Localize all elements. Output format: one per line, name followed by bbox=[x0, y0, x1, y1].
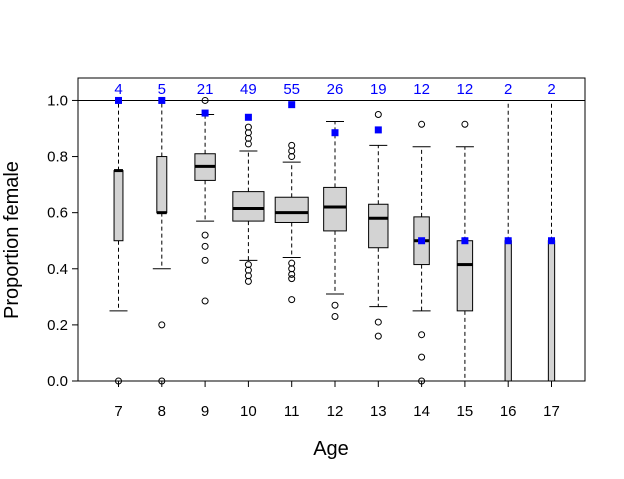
outlier-point bbox=[331, 312, 339, 320]
x-tick-label: 12 bbox=[327, 403, 344, 420]
observed-marker bbox=[504, 237, 512, 245]
sample-count-label: 5 bbox=[158, 81, 166, 98]
box-iqr bbox=[504, 240, 512, 382]
observed-marker bbox=[461, 237, 469, 245]
box-iqr bbox=[547, 240, 556, 382]
outlier-point bbox=[288, 275, 296, 283]
x-tick-label: 8 bbox=[158, 403, 166, 420]
sample-count-label: 55 bbox=[283, 81, 300, 98]
outlier-point bbox=[201, 96, 209, 104]
sample-count-label: 2 bbox=[504, 81, 512, 98]
outlier-point bbox=[418, 353, 426, 361]
sample-count-label: 2 bbox=[547, 81, 555, 98]
outlier-point bbox=[288, 296, 296, 304]
box-group-age-11 bbox=[274, 101, 309, 304]
box-iqr bbox=[156, 156, 168, 214]
y-tick-label: 0.2 bbox=[47, 317, 68, 334]
outlier-point bbox=[461, 120, 469, 128]
x-tick-label: 14 bbox=[413, 403, 430, 420]
x-tick-label: 10 bbox=[240, 403, 257, 420]
y-tick-label: 0.6 bbox=[47, 205, 68, 222]
outlier-point bbox=[201, 297, 209, 305]
x-tick-label: 9 bbox=[201, 403, 209, 420]
sample-count-label: 26 bbox=[327, 81, 344, 98]
outlier-point bbox=[244, 266, 252, 274]
box-group-age-7 bbox=[109, 96, 128, 385]
observed-marker bbox=[374, 126, 382, 134]
box-group-age-9 bbox=[194, 96, 216, 305]
box-iqr bbox=[113, 170, 124, 242]
y-tick-label: 1.0 bbox=[47, 92, 68, 109]
y-tick-label: 0.0 bbox=[47, 373, 68, 390]
box-iqr bbox=[232, 191, 265, 222]
y-tick-label: 0.8 bbox=[47, 149, 68, 166]
sample-count-label: 4 bbox=[114, 81, 122, 98]
box-iqr bbox=[456, 240, 474, 312]
x-tick-label: 17 bbox=[543, 403, 560, 420]
outlier-point bbox=[374, 110, 382, 118]
x-tick-label: 15 bbox=[457, 403, 474, 420]
box-group-age-14 bbox=[412, 120, 431, 385]
box-group-age-12 bbox=[323, 120, 347, 320]
outlier-point bbox=[288, 141, 296, 149]
box-group-age-8 bbox=[152, 96, 171, 385]
y-tick-label: 0.4 bbox=[47, 261, 68, 278]
outlier-point bbox=[244, 123, 252, 131]
outlier-point bbox=[331, 301, 339, 309]
sample-count-label: 12 bbox=[457, 81, 474, 98]
outlier-point bbox=[288, 265, 296, 273]
box-group-age-13 bbox=[368, 110, 389, 340]
outlier-point bbox=[244, 129, 252, 137]
outlier-point bbox=[288, 270, 296, 278]
outlier-point bbox=[418, 120, 426, 128]
sample-count-label: 49 bbox=[240, 81, 257, 98]
outlier-point bbox=[244, 134, 252, 142]
box-iqr bbox=[368, 203, 389, 249]
observed-marker bbox=[331, 129, 339, 137]
outlier-point bbox=[374, 318, 382, 326]
observed-marker bbox=[244, 113, 252, 121]
outlier-point bbox=[288, 153, 296, 161]
outlier-point bbox=[418, 331, 426, 339]
y-axis: 0.0 0.2 0.4 0.6 0.8 1.0 bbox=[47, 92, 78, 390]
outlier-point bbox=[201, 256, 209, 264]
outlier-point bbox=[244, 277, 252, 285]
box-iqr bbox=[274, 196, 309, 223]
x-axis-label: Age bbox=[313, 438, 349, 460]
outlier-point bbox=[244, 140, 252, 148]
outlier-point bbox=[158, 321, 166, 329]
observed-marker bbox=[288, 101, 296, 109]
plot-frame bbox=[77, 77, 586, 382]
outlier-point bbox=[201, 231, 209, 239]
box-iqr bbox=[323, 186, 347, 232]
box-group-age-15 bbox=[455, 120, 474, 382]
outlier-point bbox=[244, 261, 252, 269]
x-tick-label: 7 bbox=[114, 403, 122, 420]
outlier-point bbox=[201, 242, 209, 250]
y-axis-label: Proportion female bbox=[1, 161, 23, 319]
sample-counts: 4 5 21 49 55 26 19 12 12 2 2 bbox=[114, 81, 555, 98]
outlier-point bbox=[288, 259, 296, 267]
x-tick-label: 16 bbox=[500, 403, 517, 420]
outlier-point bbox=[288, 147, 296, 155]
observed-marker bbox=[201, 109, 209, 117]
outlier-point bbox=[244, 272, 252, 280]
x-axis: 7 8 9 10 11 12 13 14 15 16 17 bbox=[114, 381, 560, 420]
x-tick-label: 11 bbox=[284, 403, 300, 420]
box-group-age-16 bbox=[499, 99, 518, 382]
observed-marker bbox=[548, 237, 555, 245]
sample-count-label: 12 bbox=[413, 81, 430, 98]
observed-marker bbox=[115, 96, 122, 104]
x-tick-label: 13 bbox=[370, 403, 387, 420]
outlier-point bbox=[374, 332, 382, 340]
box-group-age-10 bbox=[232, 113, 265, 285]
sample-count-label: 19 bbox=[370, 81, 387, 98]
sample-count-label: 21 bbox=[197, 81, 214, 98]
box-group-age-17 bbox=[542, 99, 561, 382]
observed-marker bbox=[418, 237, 426, 245]
plot-layer bbox=[78, 96, 585, 385]
observed-marker bbox=[158, 96, 166, 104]
